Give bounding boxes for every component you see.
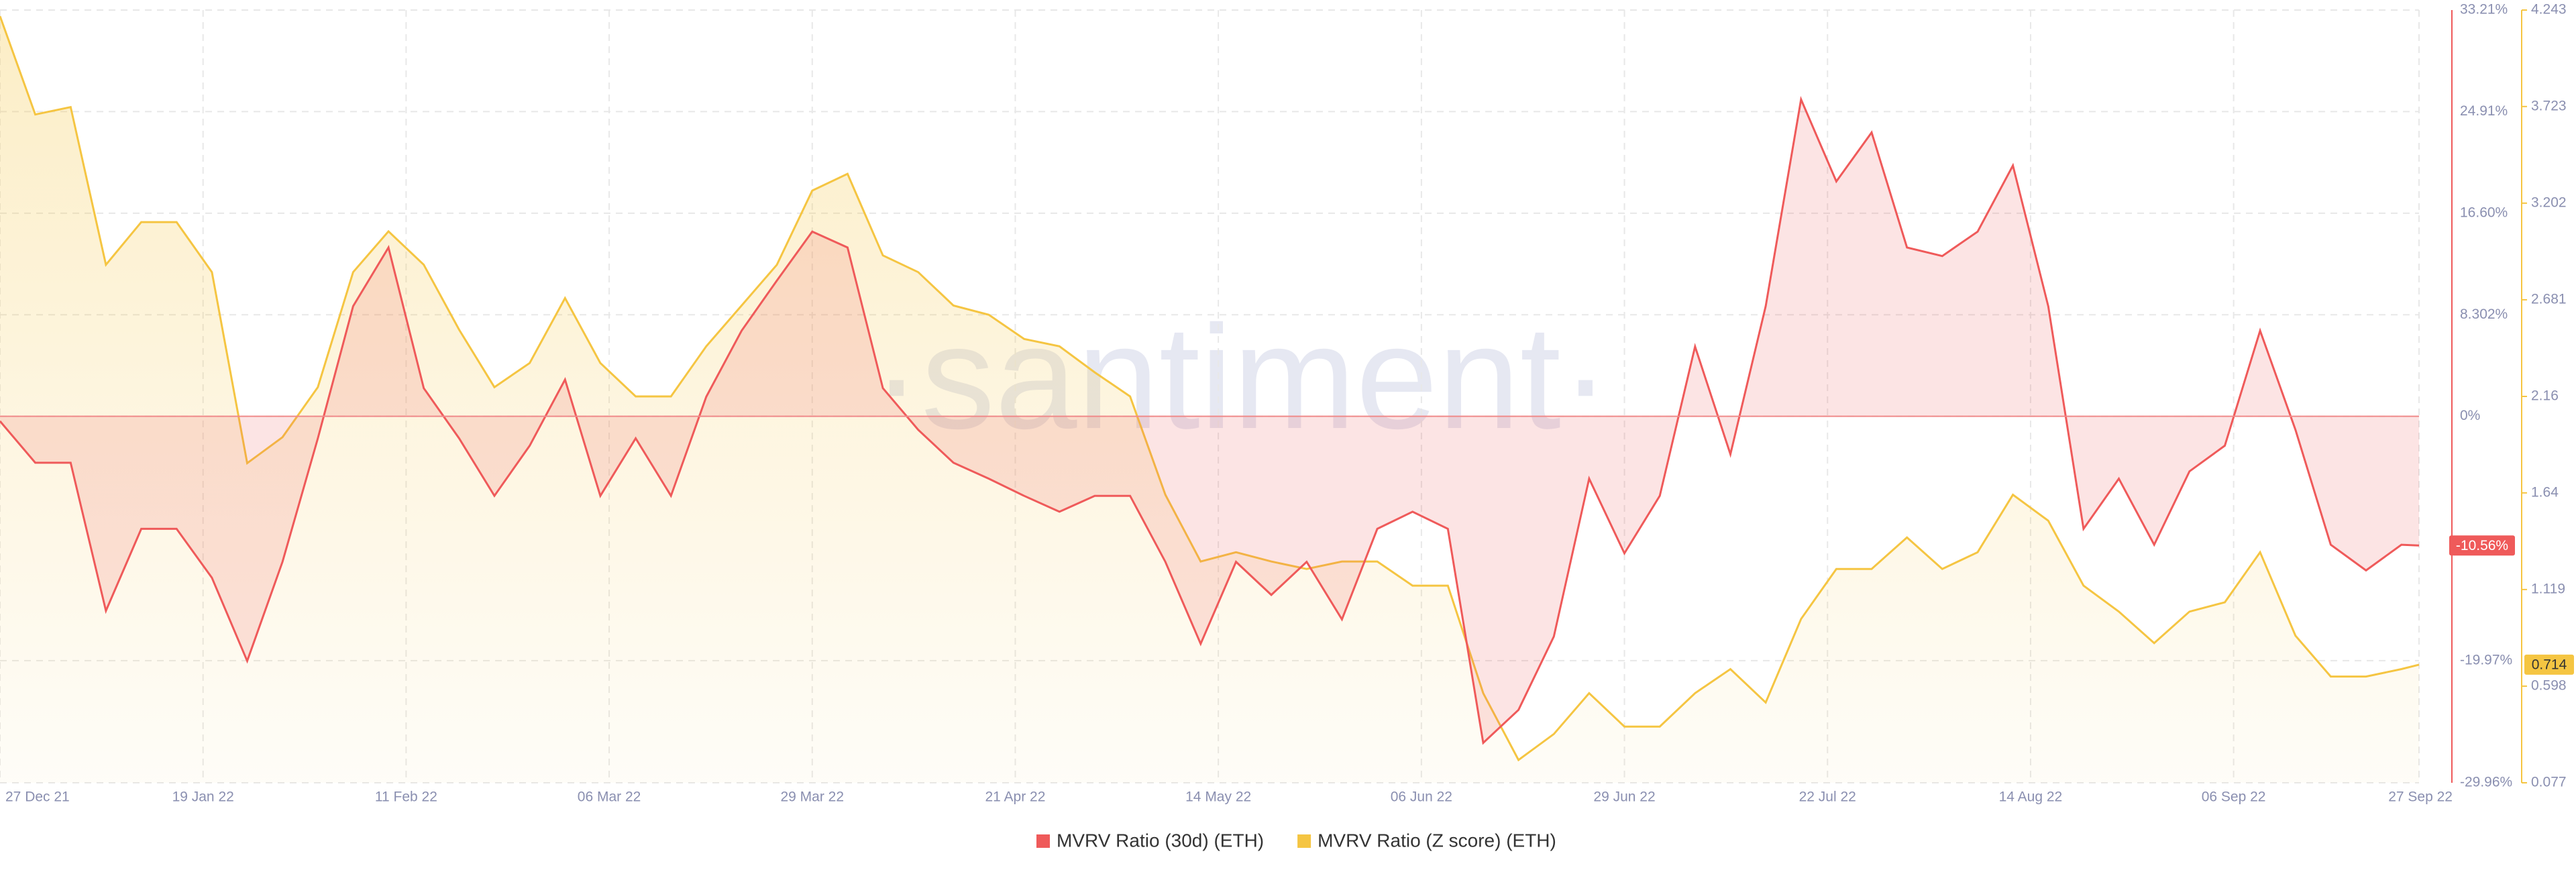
- x-tick-label: 11 Feb 22: [375, 789, 437, 805]
- y-tick-label: -19.97%: [2460, 652, 2512, 667]
- x-tick-label: 27 Dec 21: [5, 789, 70, 805]
- y-tick-label: 16.60%: [2460, 205, 2508, 220]
- y2-tick-label: 3.723: [2531, 98, 2567, 113]
- x-tick-label: 22 Jul 22: [1799, 789, 1856, 805]
- y-tick-label: 8.302%: [2460, 307, 2508, 322]
- y2-tick-label: 1.64: [2531, 484, 2559, 500]
- x-tick-label: 27 Sep 22: [2388, 789, 2453, 805]
- value-badge-label: -10.56%: [2456, 538, 2508, 553]
- x-tick-label: 06 Mar 22: [578, 789, 641, 805]
- area-fill: [0, 99, 2419, 743]
- x-tick-label: 14 Aug 22: [1999, 789, 2063, 805]
- legend-label: MVRV Ratio (30d) (ETH): [1057, 830, 1264, 851]
- x-tick-label: 06 Sep 22: [2202, 789, 2266, 805]
- value-badge: [2524, 654, 2574, 675]
- legend-swatch: [1036, 834, 1050, 848]
- y2-tick-label: 1.119: [2531, 581, 2565, 596]
- y-tick-label: 24.91%: [2460, 103, 2508, 119]
- legend-label: MVRV Ratio (Z score) (ETH): [1318, 830, 1556, 851]
- value-badge: [2449, 535, 2515, 556]
- y2-tick-label: 0.077: [2531, 775, 2567, 790]
- line: [0, 15, 2420, 762]
- y-tick-label: 0%: [2460, 408, 2480, 423]
- y2-tick-label: 2.681: [2531, 291, 2567, 307]
- legend-swatch: [1297, 834, 1311, 848]
- y2-tick-label: 4.243: [2531, 2, 2567, 17]
- x-tick-label: 29 Mar 22: [780, 789, 844, 805]
- y2-tick-label: 2.16: [2531, 388, 2559, 404]
- y-tick-label: -29.96%: [2460, 775, 2512, 790]
- x-tick-label: 06 Jun 22: [1391, 789, 1452, 805]
- y2-tick-label: 3.202: [2531, 195, 2567, 210]
- x-tick-label: 21 Apr 22: [985, 789, 1046, 805]
- x-tick-label: 19 Jan 22: [172, 789, 234, 805]
- area-fill: [0, 16, 2419, 783]
- y2-tick-label: 0.598: [2531, 677, 2567, 693]
- legend: MVRV Ratio (30d) (ETH) MVRV Ratio (Z scor…: [1036, 830, 1556, 851]
- y-tick-label: 33.21%: [2460, 2, 2508, 17]
- x-tick-label: 14 May 22: [1185, 789, 1251, 805]
- value-badge-label: 0.714: [2532, 657, 2567, 672]
- x-tick-label: 29 Jun 22: [1593, 789, 1655, 805]
- line: [0, 96, 2420, 745]
